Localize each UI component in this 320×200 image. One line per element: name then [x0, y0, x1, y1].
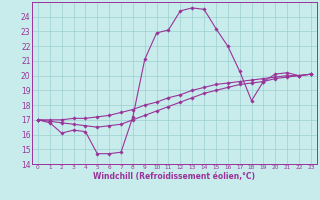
X-axis label: Windchill (Refroidissement éolien,°C): Windchill (Refroidissement éolien,°C) — [93, 172, 255, 181]
